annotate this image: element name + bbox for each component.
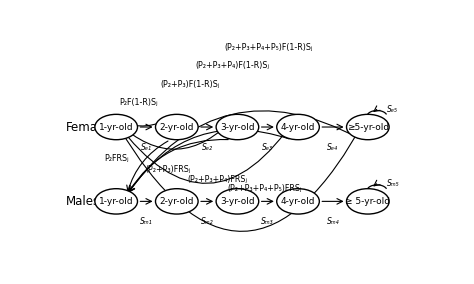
Text: (P₂+P₃)FRSⱼ: (P₂+P₃)FRSⱼ: [145, 165, 190, 174]
Text: Sₘ₄: Sₘ₄: [327, 217, 339, 226]
Circle shape: [346, 189, 389, 214]
Text: (P₂+P₃+P₄)FRSⱼ: (P₂+P₃+P₄)FRSⱼ: [187, 175, 247, 184]
Text: ≥5-yr-old: ≥5-yr-old: [347, 122, 389, 131]
Circle shape: [95, 189, 137, 214]
Text: 4-yr-old: 4-yr-old: [281, 197, 315, 206]
Text: P₂F(1-R)Sⱼ: P₂F(1-R)Sⱼ: [119, 99, 157, 107]
Text: 3-yr-old: 3-yr-old: [220, 197, 255, 206]
Circle shape: [155, 189, 198, 214]
Text: Sₑ₄: Sₑ₄: [328, 143, 338, 152]
Text: Sₘ₅: Sₘ₅: [386, 179, 399, 188]
Circle shape: [277, 114, 319, 140]
Text: (P₂+P₃+P₄+P₅)F(1-R)Sⱼ: (P₂+P₃+P₄+P₅)F(1-R)Sⱼ: [224, 43, 313, 52]
Circle shape: [155, 114, 198, 140]
Text: Sₘ₃: Sₘ₃: [261, 217, 274, 226]
Text: Sₑ₃: Sₑ₃: [262, 143, 273, 152]
Text: Sₘ₁: Sₘ₁: [140, 217, 153, 226]
Text: 1-yr-old: 1-yr-old: [99, 197, 134, 206]
Circle shape: [277, 189, 319, 214]
Circle shape: [346, 114, 389, 140]
Text: Sₑ₅: Sₑ₅: [387, 105, 398, 114]
Text: Males: Males: [66, 195, 100, 208]
Text: 1-yr-old: 1-yr-old: [99, 122, 134, 131]
Circle shape: [216, 114, 259, 140]
Text: Females: Females: [66, 120, 115, 133]
Text: 2-yr-old: 2-yr-old: [160, 197, 194, 206]
Text: 4-yr-old: 4-yr-old: [281, 122, 315, 131]
Text: Sₑ₂: Sₑ₂: [201, 143, 213, 152]
Circle shape: [216, 189, 259, 214]
Text: ≥ 5-yr-old: ≥ 5-yr-old: [346, 197, 390, 206]
Text: (P₂+P₃)F(1-R)Sⱼ: (P₂+P₃)F(1-R)Sⱼ: [160, 80, 219, 89]
Text: 3-yr-old: 3-yr-old: [220, 122, 255, 131]
Text: Sₘ₂: Sₘ₂: [201, 217, 213, 226]
Text: (P₂+P₃+P₄+P₅)FRSⱼ: (P₂+P₃+P₄+P₅)FRSⱼ: [228, 184, 302, 193]
Text: 2-yr-old: 2-yr-old: [160, 122, 194, 131]
Circle shape: [95, 114, 137, 140]
Text: (P₂+P₃+P₄)F(1-R)Sⱼ: (P₂+P₃+P₄)F(1-R)Sⱼ: [195, 61, 269, 70]
Text: Sₑ₁: Sₑ₁: [141, 143, 152, 152]
Text: P₂FRSⱼ: P₂FRSⱼ: [104, 154, 128, 163]
